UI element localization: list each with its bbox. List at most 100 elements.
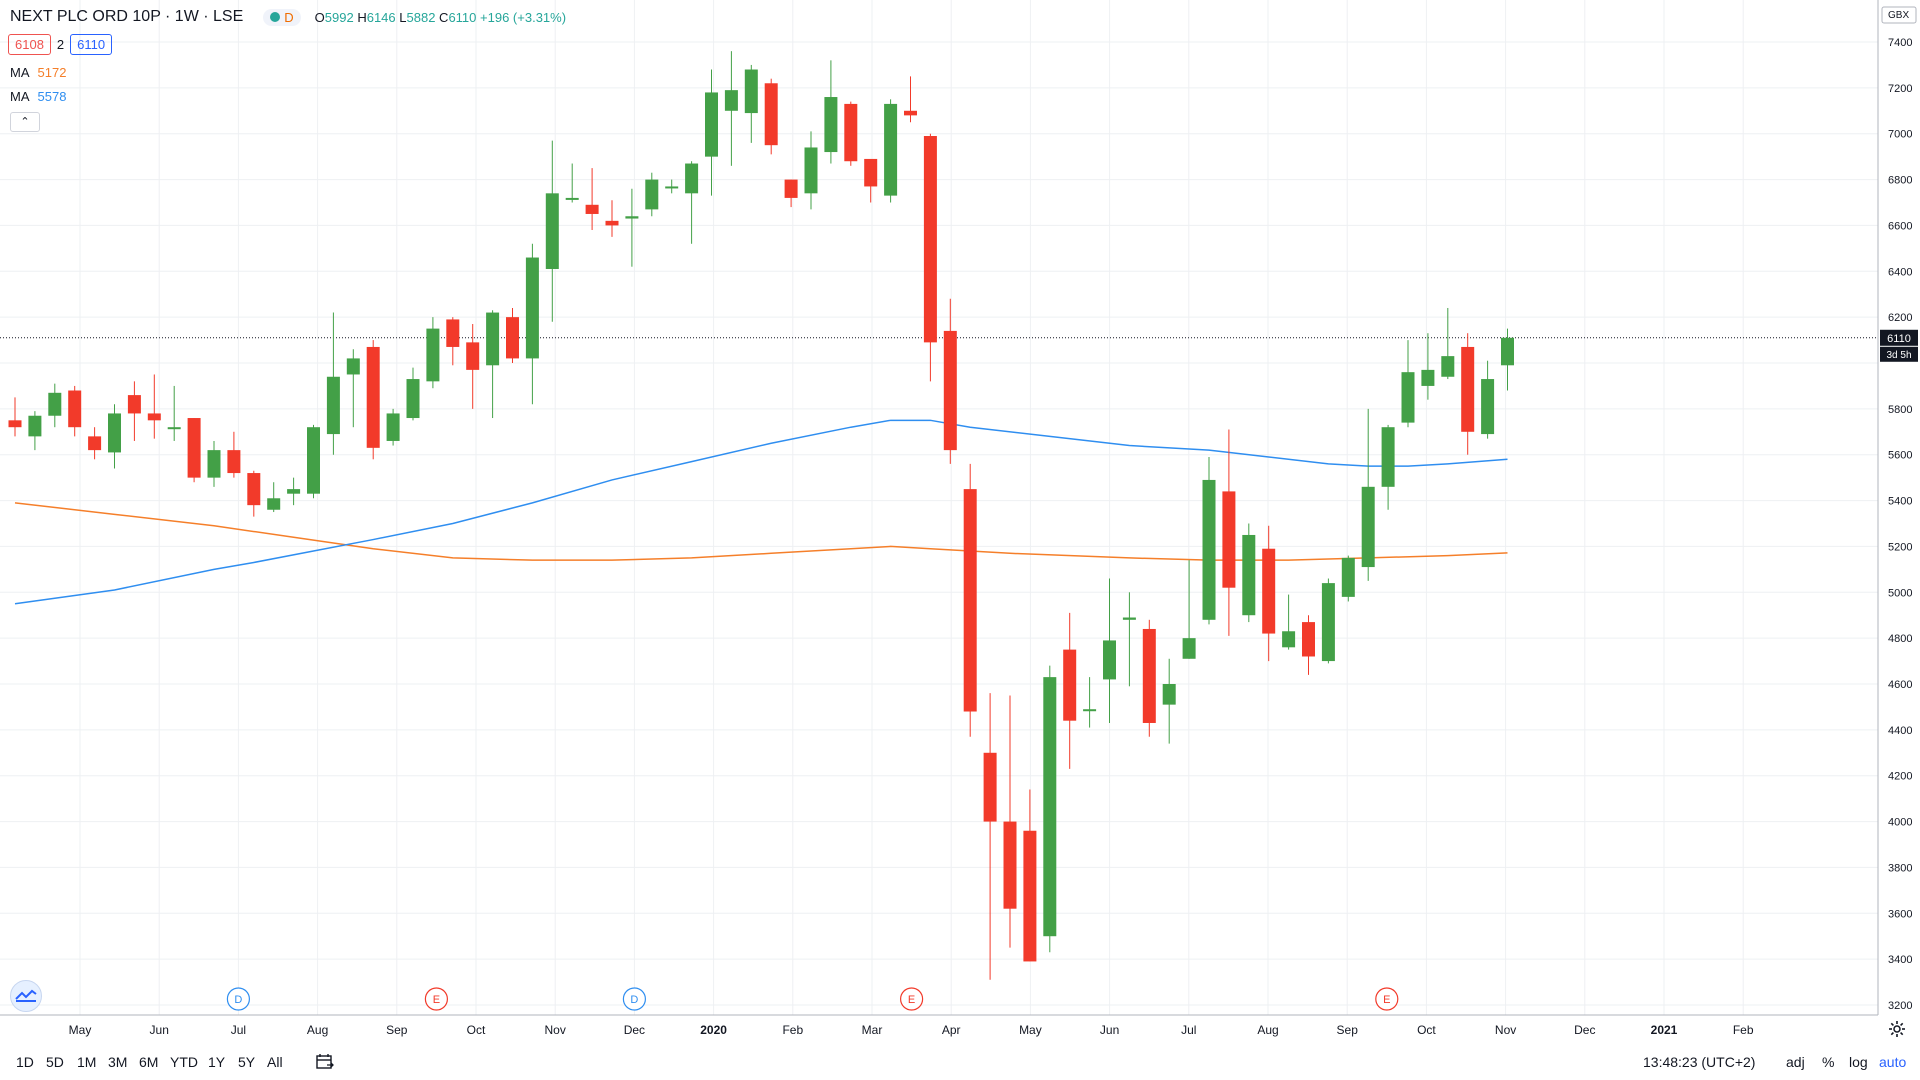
candle-body bbox=[605, 220, 619, 226]
range-6m[interactable]: 6M bbox=[139, 1054, 159, 1070]
range-1y[interactable]: 1Y bbox=[208, 1054, 226, 1070]
auto-scale-toggle[interactable]: auto bbox=[1879, 1054, 1907, 1070]
month-tick-label: Dec bbox=[1574, 1023, 1595, 1037]
earnings-marker-label: E bbox=[908, 994, 915, 1006]
price-tick-label: 3200 bbox=[1888, 1000, 1912, 1012]
month-tick-label: Dec bbox=[624, 1023, 645, 1037]
month-tick-label: Jun bbox=[1100, 1023, 1119, 1037]
adj-toggle[interactable]: adj bbox=[1786, 1054, 1805, 1070]
price-tick-label: 5200 bbox=[1888, 541, 1912, 553]
range-1d[interactable]: 1D bbox=[16, 1054, 34, 1070]
tradingview-logo[interactable] bbox=[10, 980, 42, 1012]
price-tick-label: 3800 bbox=[1888, 862, 1912, 874]
log-toggle[interactable]: log bbox=[1849, 1054, 1868, 1070]
ask-price-button[interactable]: 6110 bbox=[70, 34, 113, 55]
candle-body bbox=[307, 427, 320, 494]
month-tick-label: Feb bbox=[782, 1023, 803, 1037]
bid-price-button[interactable]: 6108 bbox=[8, 34, 51, 55]
price-chart[interactable]: 3200 3400 3600 3800 4000 4200 4400 4600 4800 5000… bbox=[0, 0, 1920, 1044]
candle-body bbox=[784, 179, 798, 198]
candle-body bbox=[645, 179, 659, 210]
range-5d[interactable]: 5D bbox=[46, 1054, 64, 1070]
month-tick-label: Nov bbox=[545, 1023, 566, 1037]
range-ytd[interactable]: YTD bbox=[170, 1054, 198, 1070]
candle-body bbox=[1162, 684, 1176, 705]
earnings-marker bbox=[1375, 987, 1399, 1011]
candle-body bbox=[1341, 557, 1355, 597]
candle-body bbox=[1321, 583, 1335, 662]
range-1m[interactable]: 1M bbox=[77, 1054, 97, 1070]
change-readout: +196 (+3.31%) bbox=[480, 9, 567, 25]
delay-letter: D bbox=[284, 9, 294, 25]
candle-body bbox=[824, 97, 838, 153]
candle-body bbox=[844, 103, 858, 162]
candle-body bbox=[227, 450, 241, 474]
candle-body bbox=[963, 489, 977, 712]
candle-body bbox=[147, 413, 161, 421]
candle-body bbox=[466, 342, 480, 370]
earnings-marker bbox=[424, 987, 448, 1011]
month-tick-label: Jul bbox=[1181, 1023, 1196, 1037]
collapse-legend-button[interactable]: ⌃ bbox=[10, 112, 40, 132]
month-tick-label: Aug bbox=[1257, 1023, 1278, 1037]
candle-body bbox=[1182, 638, 1196, 659]
candle-body bbox=[167, 427, 181, 430]
candle-body bbox=[1302, 622, 1315, 657]
candle-body bbox=[28, 415, 42, 437]
clock-timezone[interactable]: 13:48:23 (UTC+2) bbox=[1643, 1054, 1756, 1070]
candle-body bbox=[685, 163, 699, 194]
calendar-goto-icon[interactable] bbox=[316, 1054, 334, 1070]
candle-body bbox=[923, 136, 937, 343]
range-3m[interactable]: 3M bbox=[108, 1054, 128, 1070]
market-status-badge[interactable]: D bbox=[263, 8, 301, 26]
gear-icon[interactable] bbox=[1888, 1020, 1906, 1038]
candle-body bbox=[1242, 534, 1256, 616]
currency-label: GBX bbox=[1888, 10, 1909, 21]
candle-body bbox=[1481, 379, 1495, 435]
price-tick-label: 4600 bbox=[1888, 679, 1912, 691]
candle-body bbox=[1282, 631, 1296, 648]
currency-badge bbox=[1881, 6, 1917, 24]
spread-value: 2 bbox=[56, 37, 65, 52]
price-tick-label: 5400 bbox=[1888, 496, 1912, 508]
range-5y[interactable]: 5Y bbox=[238, 1054, 256, 1070]
price-tick-label: 6400 bbox=[1888, 266, 1912, 278]
candle-body bbox=[506, 317, 519, 359]
candle-body bbox=[744, 69, 758, 114]
month-tick-label: Sep bbox=[386, 1023, 408, 1037]
month-tick-label: Sep bbox=[1337, 1023, 1359, 1037]
dividend-marker bbox=[226, 987, 250, 1011]
percent-toggle[interactable]: % bbox=[1822, 1054, 1835, 1070]
ma-legend-slow[interactable]: MA 5172 bbox=[10, 65, 67, 80]
month-tick-label: Aug bbox=[307, 1023, 328, 1037]
candle-body bbox=[1103, 640, 1116, 680]
candle-body bbox=[565, 197, 579, 200]
candle-body bbox=[1361, 486, 1375, 568]
price-tick-label: 7400 bbox=[1888, 37, 1912, 49]
month-tick-label: 2020 bbox=[700, 1023, 727, 1037]
price-tick-label: 7200 bbox=[1888, 83, 1912, 95]
price-tick-label: 4000 bbox=[1888, 817, 1912, 829]
candle-body bbox=[804, 147, 818, 194]
earnings-marker bbox=[899, 987, 924, 1011]
candle-body bbox=[426, 328, 440, 382]
range-all[interactable]: All bbox=[267, 1054, 283, 1070]
ma-legend-fast[interactable]: MA 5578 bbox=[10, 89, 67, 104]
month-tick-label: Jun bbox=[150, 1023, 169, 1037]
ma-fast-line bbox=[14, 419, 1508, 605]
price-tick-label: 5800 bbox=[1888, 404, 1912, 416]
month-tick-label: Jul bbox=[231, 1023, 246, 1037]
candle-body bbox=[247, 473, 261, 506]
last-price-tag bbox=[1880, 329, 1918, 346]
candle-body bbox=[943, 330, 957, 451]
candle-body bbox=[48, 392, 62, 416]
price-tick-label: 6200 bbox=[1888, 312, 1912, 324]
candle-body bbox=[1421, 369, 1435, 386]
candle-body bbox=[187, 418, 201, 478]
dividend-marker-label: D bbox=[630, 994, 638, 1006]
grid bbox=[0, 0, 1878, 1015]
candle-body bbox=[1023, 830, 1037, 962]
symbol-title[interactable]: NEXT PLC ORD 10P · 1W · LSE bbox=[10, 8, 244, 25]
candle-body bbox=[386, 413, 400, 441]
candle-body bbox=[326, 376, 340, 435]
